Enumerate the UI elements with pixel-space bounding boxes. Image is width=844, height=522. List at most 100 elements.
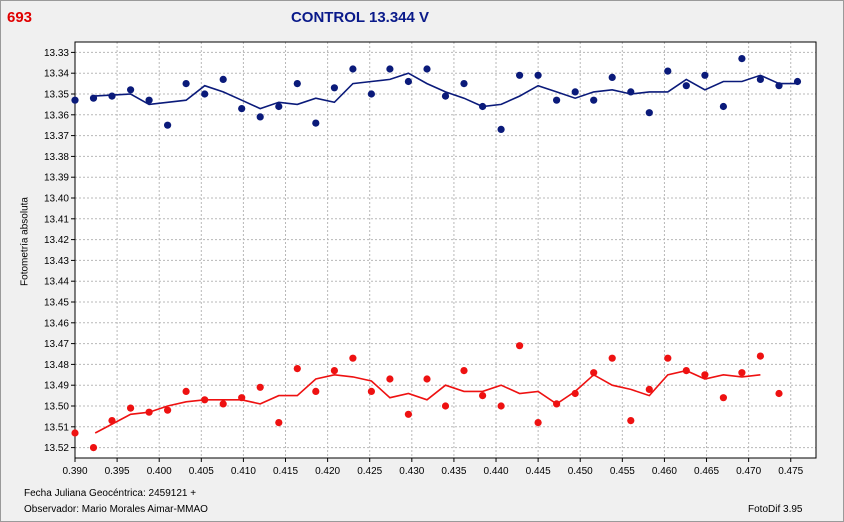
red-series-point: [330, 367, 338, 375]
red-series-point: [182, 387, 190, 395]
blue-series-point: [534, 71, 542, 79]
chart-title: CONTROL 13.344 V: [290, 9, 430, 26]
blue-series-point: [423, 65, 431, 73]
x-tick-label: 0.390: [62, 466, 87, 477]
blue-series-point: [682, 82, 690, 90]
blue-series-point: [756, 75, 765, 83]
red-series-point: [201, 396, 209, 404]
red-series-smooth-line: [94, 369, 761, 434]
x-tick-label: 0.420: [315, 466, 340, 477]
x-tick-label: 0.465: [694, 466, 719, 477]
blue-series-point: [719, 102, 728, 111]
plot-area: [75, 42, 816, 458]
y-tick-label: 13.41: [44, 214, 69, 225]
red-series-point: [571, 389, 579, 398]
red-series-point: [719, 394, 728, 402]
y-tick-label: 13.47: [44, 339, 69, 350]
y-tick-label: 13.45: [44, 298, 69, 309]
red-series-point: [516, 342, 524, 350]
red-series-point: [627, 417, 635, 425]
x-tick-label: 0.450: [568, 466, 593, 477]
y-tick-label: 13.48: [44, 360, 69, 371]
red-series-point: [219, 400, 227, 408]
blue-series-point: [164, 121, 172, 129]
red-series-point: [386, 375, 394, 383]
y-tick-label: 13.44: [44, 277, 69, 288]
blue-series-point: [738, 55, 746, 63]
red-series-point: [256, 383, 264, 391]
red-series-point: [164, 406, 172, 414]
red-series-point: [479, 392, 487, 400]
red-series-point: [89, 444, 98, 452]
blue-series-point: [145, 96, 153, 104]
x-tick-label: 0.445: [526, 466, 551, 477]
x-tick-label: 0.435: [441, 466, 466, 477]
blue-series-point: [219, 75, 227, 83]
x-tick-label: 0.430: [399, 466, 424, 477]
y-tick-label: 13.38: [44, 152, 69, 163]
red-series-point: [775, 389, 783, 398]
x-tick-label: 0.475: [778, 466, 803, 477]
red-series-point: [367, 387, 375, 395]
software-version-label: FotoDif 3.95: [748, 504, 803, 515]
blue-series-point: [367, 90, 375, 98]
red-series-point: [590, 369, 598, 377]
blue-series-point: [127, 86, 135, 94]
blue-series-point: [664, 67, 672, 75]
red-series-point: [645, 385, 653, 393]
y-tick-label: 13.40: [44, 194, 69, 205]
x-tick-label: 0.425: [357, 466, 382, 477]
blue-series-point: [312, 119, 320, 127]
red-series-point: [275, 419, 283, 427]
x-tick-label: 0.400: [147, 466, 172, 477]
x-tick-label: 0.405: [189, 466, 214, 477]
y-tick-label: 13.39: [44, 173, 69, 184]
blue-series-point: [386, 65, 394, 73]
y-tick-label: 13.33: [44, 48, 69, 59]
y-tick-label: 13.42: [44, 235, 69, 246]
red-series-point: [553, 400, 561, 408]
blue-series-point: [590, 96, 598, 104]
y-tick-label: 13.51: [44, 422, 69, 433]
y-tick-label: 13.49: [44, 381, 69, 392]
blue-series-point: [108, 92, 116, 100]
blue-series-point: [182, 80, 190, 88]
red-series-point: [608, 354, 616, 362]
blue-series-point: [775, 82, 783, 90]
red-series-point: [71, 429, 79, 437]
x-tick-label: 0.440: [484, 466, 509, 477]
blue-series-point: [349, 65, 357, 73]
blue-series-point: [793, 77, 802, 86]
red-series-point: [423, 375, 431, 383]
julian-date-label: Fecha Juliana Geocéntrica: 2459121 +: [24, 488, 197, 499]
blue-series-point: [516, 71, 524, 79]
blue-series-point: [479, 102, 487, 111]
red-series-point: [238, 394, 246, 402]
y-tick-label: 13.43: [44, 256, 69, 267]
red-series-point: [534, 419, 542, 427]
blue-series-point: [89, 94, 98, 102]
x-tick-label: 0.395: [105, 466, 130, 477]
red-series-point: [701, 371, 709, 379]
blue-series-point: [238, 105, 246, 113]
x-tick-label: 0.455: [610, 466, 635, 477]
red-series-point: [664, 354, 672, 362]
red-series-point: [497, 402, 505, 410]
red-series-point: [756, 352, 765, 360]
blue-series-point: [608, 73, 616, 81]
y-tick-label: 13.50: [44, 402, 69, 413]
blue-series-point: [275, 102, 283, 111]
blue-series-point: [404, 77, 412, 86]
red-series-point: [460, 367, 468, 375]
red-series-point: [682, 367, 690, 375]
red-series-point: [441, 402, 450, 410]
y-tick-label: 13.46: [44, 318, 69, 329]
blue-series-point: [645, 109, 653, 117]
observer-label: Observador: Mario Morales Aimar-MMAO: [24, 504, 208, 515]
red-series-point: [127, 404, 135, 412]
blue-series-point: [441, 92, 450, 100]
y-tick-label: 13.35: [44, 90, 69, 101]
blue-series-point: [201, 90, 209, 98]
red-series-point: [145, 408, 153, 416]
y-tick-label: 13.52: [44, 443, 69, 454]
